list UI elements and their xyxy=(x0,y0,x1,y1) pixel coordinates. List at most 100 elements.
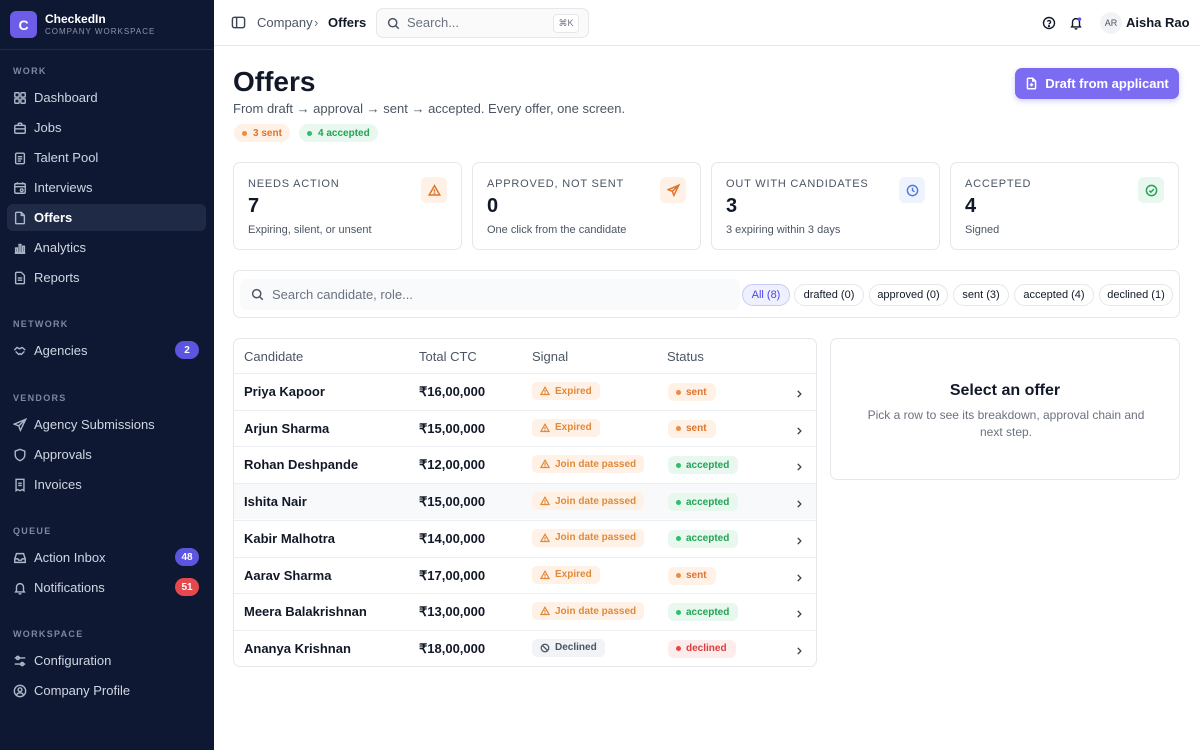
filter-chip-all[interactable]: All (8) xyxy=(742,284,790,306)
signal-badge: Expired xyxy=(532,418,600,437)
sliders-icon xyxy=(14,655,26,666)
sidebar-item-label: Jobs xyxy=(34,120,62,135)
filter-chip-declined[interactable]: declined (1) xyxy=(1099,284,1173,306)
candidate-name: Meera Balakrishnan xyxy=(244,604,367,620)
table-row[interactable]: Meera Balakrishnan ₹13,00,000 Join date pa… xyxy=(234,593,816,629)
sidebar-item-invoices[interactable]: Invoices xyxy=(7,471,206,498)
candidate-name: Kabir Malhotra xyxy=(244,530,336,546)
invoice-icon xyxy=(15,478,25,492)
draft-from-applicant-button[interactable]: Draft from applicant xyxy=(1015,68,1179,99)
sidebar-item-configuration[interactable]: Configuration xyxy=(7,647,206,674)
sidebar-item-notifications[interactable]: Notifications 51 xyxy=(7,574,206,601)
send-icon xyxy=(13,417,27,432)
search-icon xyxy=(251,288,264,301)
table-row[interactable]: Aarav Sharma ₹17,00,000 Expired sent xyxy=(234,556,816,593)
chevron-right-icon[interactable] xyxy=(794,459,804,471)
sidebar-item-analytics[interactable]: Analytics xyxy=(7,234,206,261)
sidebar-section-title: NETWORK xyxy=(13,319,69,329)
global-search-input[interactable] xyxy=(407,15,547,30)
filter-chip-approved[interactable]: approved (0) xyxy=(869,284,948,306)
status-badge: accepted xyxy=(668,603,739,622)
total-ctc: ₹12,00,000 xyxy=(419,457,486,473)
warning-icon xyxy=(427,183,441,196)
table-row[interactable]: Arjun Sharma ₹15,00,000 Expired sent xyxy=(234,409,816,446)
sidebar-item-talent-pool[interactable]: Talent Pool xyxy=(7,144,206,171)
filter-chip-accepted[interactable]: accepted (4) xyxy=(1014,284,1094,306)
table-row[interactable]: Priya Kapoor ₹16,00,000 Expired sent xyxy=(234,373,816,409)
stat-description: Signed xyxy=(965,224,1000,236)
help-icon[interactable] xyxy=(1042,16,1056,30)
sidebar-item-label: Invoices xyxy=(34,477,82,492)
candidate-search-input[interactable] xyxy=(272,287,672,302)
filter-bar: All (8)drafted (0)approved (0)sent (3)ac… xyxy=(233,270,1180,318)
sidebar-item-company-profile[interactable]: Company Profile xyxy=(7,677,206,704)
chevron-right-icon[interactable] xyxy=(794,606,804,618)
sidebar-item-agency-submissions[interactable]: Agency Submissions xyxy=(7,411,206,438)
table-row[interactable]: Ishita Nair ₹15,00,000 Join date passed acc… xyxy=(234,483,816,520)
inbox-icon xyxy=(14,552,26,563)
stat-value: 7 xyxy=(248,195,260,217)
chevron-right-icon[interactable] xyxy=(794,643,804,655)
sidebar-item-agencies[interactable]: Agencies 2 xyxy=(7,337,206,364)
status-badge: accepted xyxy=(668,456,739,475)
global-search[interactable]: ⌘K xyxy=(376,8,589,38)
brand-logo: C xyxy=(10,11,37,38)
search-shortcut: ⌘K xyxy=(553,14,579,33)
warning-icon xyxy=(540,459,550,469)
filter-chip-drafted[interactable]: drafted (0) xyxy=(794,284,864,306)
table-row[interactable]: Ananya Krishnan ₹18,00,000 Declined decline… xyxy=(234,629,816,666)
signal-badge: Declined xyxy=(532,638,605,657)
sidebar-item-jobs[interactable]: Jobs xyxy=(7,114,206,141)
candidate-name: Ishita Nair xyxy=(244,494,307,510)
chevron-right-icon[interactable] xyxy=(794,496,804,508)
sidebar-item-label: Company Profile xyxy=(34,683,131,698)
warning-icon xyxy=(540,532,550,542)
sidebar-item-interviews[interactable]: Interviews xyxy=(7,174,206,201)
column-header-ctc[interactable]: Total CTC xyxy=(419,349,477,364)
stat-label: ACCEPTED xyxy=(965,178,1032,190)
status-badge: sent xyxy=(668,383,716,401)
bar-chart-icon xyxy=(14,243,26,254)
stat-card-approved-not-sent[interactable]: APPROVED, NOT SENT 0 One click from the ca… xyxy=(472,162,701,250)
chevron-right-icon xyxy=(797,647,802,655)
total-ctc: ₹17,00,000 xyxy=(419,567,486,583)
table-row[interactable]: Rohan Deshpande ₹12,00,000 Join date passe… xyxy=(234,446,816,482)
stat-card-out-with-candidates[interactable]: OUT WITH CANDIDATES 3 3 expiring within 3 … xyxy=(711,162,940,250)
signal-badge: Join date passed xyxy=(532,602,645,621)
breadcrumb-company[interactable]: Company xyxy=(257,15,313,30)
bell-icon[interactable] xyxy=(1069,16,1083,30)
column-header-signal[interactable]: Signal xyxy=(532,349,569,364)
user-name[interactable]: Aisha Rao xyxy=(1126,15,1190,30)
sidebar-section-title: QUEUE xyxy=(13,526,52,536)
status-badge: sent xyxy=(668,419,716,438)
breadcrumb-separator: › xyxy=(314,15,319,30)
sidebar-item-action-inbox[interactable]: Action Inbox 48 xyxy=(7,544,206,571)
chevron-right-icon xyxy=(797,427,802,435)
chevron-right-icon[interactable] xyxy=(794,533,804,545)
stat-description: 3 expiring within 3 days xyxy=(726,224,841,236)
brand[interactable]: C CheckedIn COMPANY WORKSPACE xyxy=(0,0,214,50)
sidebar-item-label: Reports xyxy=(34,270,80,285)
table-row[interactable]: Kabir Malhotra ₹14,00,000 Join date passed… xyxy=(234,519,816,556)
sidebar-item-label: Notifications xyxy=(34,580,105,595)
chevron-right-icon[interactable] xyxy=(794,386,804,398)
detail-text: Pick a row to see its breakdown, approva… xyxy=(867,408,1145,439)
candidate-search[interactable] xyxy=(240,279,740,310)
sidebar-item-offers[interactable]: Offers xyxy=(7,204,206,231)
filter-chip-sent[interactable]: sent (3) xyxy=(953,284,1009,306)
sidebar-toggle-icon[interactable] xyxy=(231,15,246,30)
stat-card-needs-action[interactable]: NEEDS ACTION 7 Expiring, silent, or unsent xyxy=(233,162,462,250)
column-header-status[interactable]: Status xyxy=(667,349,704,364)
column-header-candidate[interactable]: Candidate xyxy=(244,349,304,364)
offer-detail-panel: Select an offer Pick a row to see its br… xyxy=(830,338,1180,480)
sidebar-item-reports[interactable]: Reports xyxy=(7,264,206,291)
sidebar-item-approvals[interactable]: Approvals xyxy=(7,441,206,468)
signal-badge: Expired xyxy=(532,565,600,584)
avatar[interactable]: AR xyxy=(1100,12,1122,34)
sidebar-item-dashboard[interactable]: Dashboard xyxy=(7,84,206,111)
chevron-right-icon[interactable] xyxy=(794,570,804,582)
stat-card-accepted[interactable]: ACCEPTED 4 Signed xyxy=(950,162,1179,250)
clipboard-icon xyxy=(14,151,26,164)
total-ctc: ₹18,00,000 xyxy=(419,640,486,656)
chevron-right-icon[interactable] xyxy=(794,423,804,435)
